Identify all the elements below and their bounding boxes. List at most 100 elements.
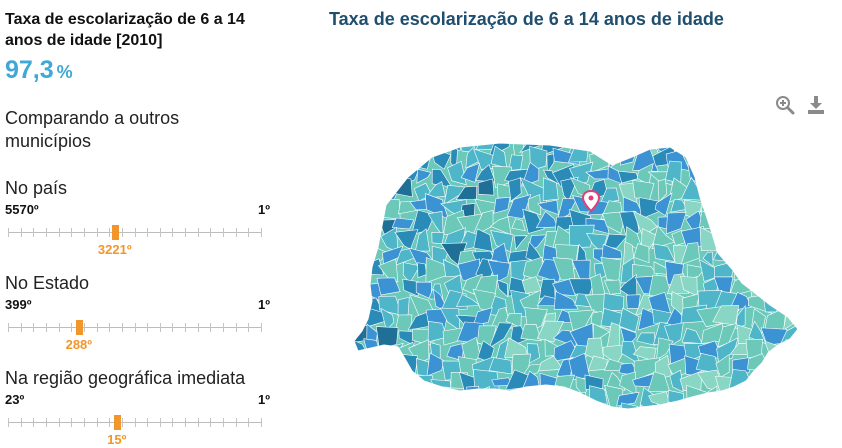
municipality-area[interactable] <box>669 402 692 425</box>
municipality-area[interactable] <box>430 403 450 425</box>
municipality-area[interactable] <box>351 417 365 425</box>
municipality-area[interactable] <box>734 265 755 281</box>
municipality-area[interactable] <box>796 147 809 167</box>
municipality-area[interactable] <box>718 201 732 218</box>
municipality-area[interactable] <box>778 226 798 244</box>
municipality-area[interactable] <box>784 291 793 311</box>
municipality-area[interactable] <box>360 180 381 195</box>
municipality-area[interactable] <box>350 293 371 313</box>
municipality-area[interactable] <box>394 146 419 170</box>
state-map[interactable] <box>350 135 810 425</box>
municipality-area[interactable] <box>738 226 748 244</box>
municipality-area[interactable] <box>424 423 447 425</box>
municipality-area[interactable] <box>761 241 782 264</box>
municipality-area[interactable] <box>713 242 736 262</box>
municipality-area[interactable] <box>721 181 737 202</box>
municipality-area[interactable] <box>546 390 562 409</box>
municipality-area[interactable] <box>735 388 754 410</box>
municipality-area[interactable] <box>621 135 639 154</box>
municipality-area[interactable] <box>750 150 766 171</box>
municipality-area[interactable] <box>493 391 514 411</box>
municipality-area[interactable] <box>794 417 810 425</box>
municipality-area[interactable] <box>447 393 467 413</box>
municipality-area[interactable] <box>361 354 387 377</box>
municipality-area[interactable] <box>603 139 628 153</box>
municipality-area[interactable] <box>670 421 682 425</box>
municipality-area[interactable] <box>751 249 762 268</box>
municipality-area[interactable] <box>393 424 419 425</box>
municipality-area[interactable] <box>696 410 713 425</box>
municipality-area[interactable] <box>736 401 749 425</box>
municipality-area[interactable] <box>635 417 657 425</box>
municipality-area[interactable] <box>592 135 611 156</box>
municipality-area[interactable] <box>396 135 419 155</box>
municipality-area[interactable] <box>776 193 797 216</box>
municipality-area[interactable] <box>784 265 803 284</box>
municipality-area[interactable] <box>760 258 782 285</box>
municipality-area[interactable] <box>504 402 531 425</box>
municipality-area[interactable] <box>367 137 384 153</box>
municipality-area[interactable] <box>761 403 784 418</box>
municipality-area[interactable] <box>367 419 382 425</box>
municipality-area[interactable] <box>555 404 579 425</box>
municipality-area[interactable] <box>783 146 796 168</box>
municipality-area[interactable] <box>384 356 395 379</box>
municipality-area[interactable] <box>382 373 401 390</box>
municipality-area[interactable] <box>350 149 367 168</box>
municipality-area[interactable] <box>786 340 802 362</box>
municipality-area[interactable] <box>653 405 670 425</box>
municipality-area[interactable] <box>780 136 798 150</box>
municipality-area[interactable] <box>412 375 436 395</box>
municipality-area[interactable] <box>621 403 637 425</box>
municipality-area[interactable] <box>352 408 370 425</box>
municipality-area[interactable] <box>764 171 787 186</box>
municipality-area[interactable] <box>428 135 442 153</box>
municipality-cells[interactable] <box>350 135 810 425</box>
municipality-area[interactable] <box>409 135 436 156</box>
municipality-area[interactable] <box>354 370 372 396</box>
municipality-area[interactable] <box>768 196 778 220</box>
municipality-area[interactable] <box>766 225 784 250</box>
municipality-area[interactable] <box>750 280 771 297</box>
municipality-area[interactable] <box>362 168 385 185</box>
municipality-area[interactable] <box>778 275 801 295</box>
municipality-area[interactable] <box>732 195 752 219</box>
municipality-area[interactable] <box>719 402 734 425</box>
municipality-area[interactable] <box>698 153 716 171</box>
municipality-area[interactable] <box>714 151 737 164</box>
municipality-area[interactable] <box>350 202 368 218</box>
municipality-area[interactable] <box>384 135 403 153</box>
municipality-area[interactable] <box>764 213 787 237</box>
municipality-area[interactable] <box>603 293 624 310</box>
municipality-area[interactable] <box>380 199 400 219</box>
municipality-area[interactable] <box>769 371 780 394</box>
municipality-area[interactable] <box>747 200 767 220</box>
municipality-area[interactable] <box>721 164 740 188</box>
municipality-area[interactable] <box>561 419 579 425</box>
municipality-area[interactable] <box>776 162 796 182</box>
municipality-area[interactable] <box>749 403 766 425</box>
municipality-area[interactable] <box>796 408 810 423</box>
municipality-area[interactable] <box>745 387 769 409</box>
municipality-area[interactable] <box>747 181 771 202</box>
municipality-area[interactable] <box>794 166 810 184</box>
municipality-area[interactable] <box>399 409 415 424</box>
municipality-area[interactable] <box>409 392 434 412</box>
municipality-area[interactable] <box>394 376 416 392</box>
municipality-area[interactable] <box>411 418 430 425</box>
municipality-area[interactable] <box>785 353 803 377</box>
municipality-area[interactable] <box>735 153 754 167</box>
municipality-area[interactable] <box>744 161 767 188</box>
municipality-area[interactable] <box>761 282 785 297</box>
municipality-area[interactable] <box>385 149 403 172</box>
municipality-area[interactable] <box>377 423 400 425</box>
municipality-area[interactable] <box>398 297 409 315</box>
municipality-area[interactable] <box>350 246 369 268</box>
municipality-area[interactable] <box>410 411 429 425</box>
municipality-area[interactable] <box>525 393 545 413</box>
municipality-area[interactable] <box>750 216 769 236</box>
municipality-area[interactable] <box>494 405 516 420</box>
municipality-area[interactable] <box>731 244 754 267</box>
municipality-area[interactable] <box>456 410 476 425</box>
municipality-area[interactable] <box>685 422 705 425</box>
